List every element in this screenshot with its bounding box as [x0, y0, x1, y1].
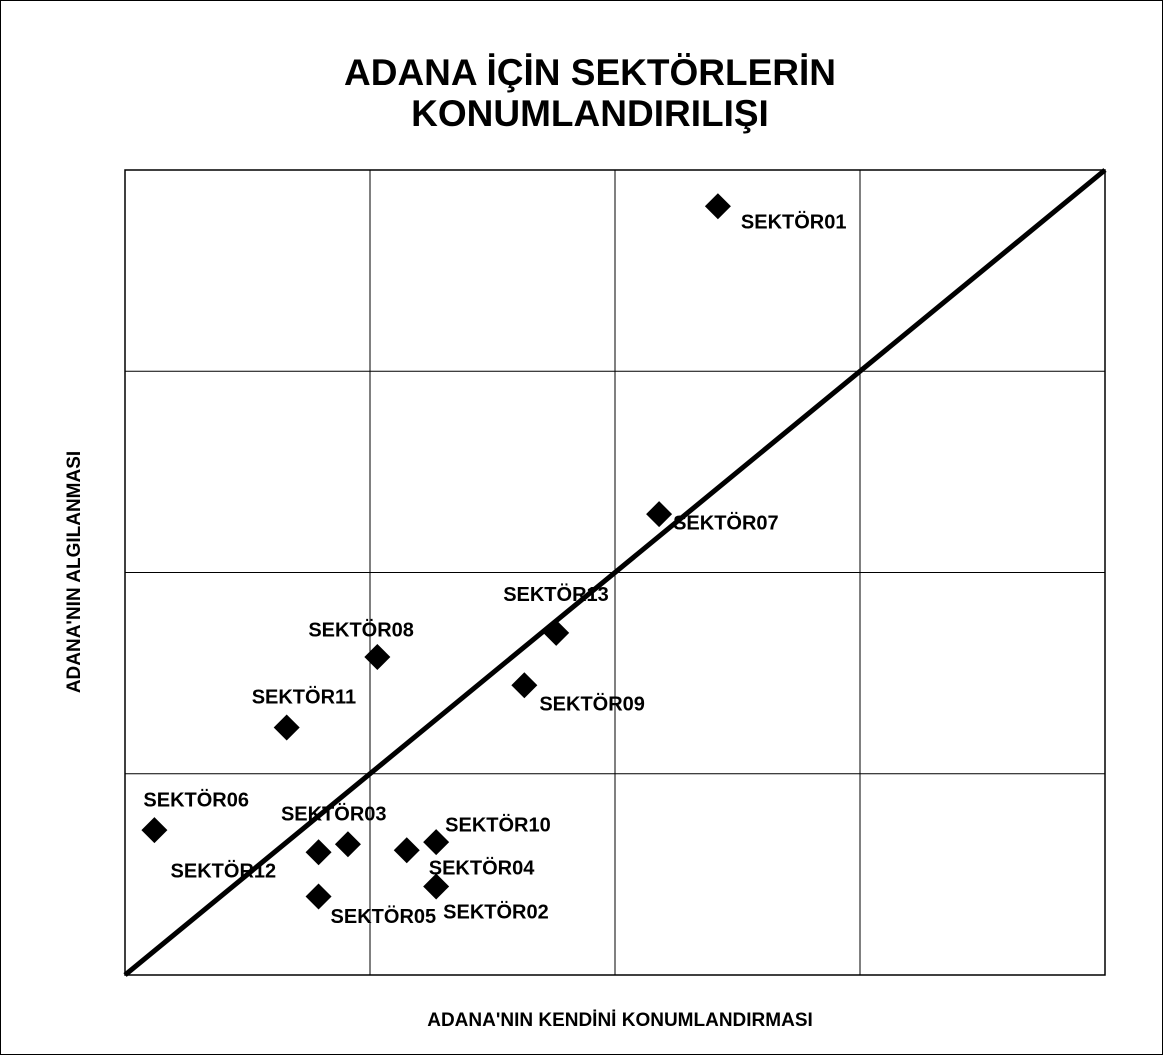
point-label: SEKTÖR04: [429, 857, 535, 880]
x-axis-label: ADANA'NIN KENDİNİ KONUMLANDIRMASI: [427, 1010, 813, 1031]
point-label: SEKTÖR10: [445, 813, 551, 836]
point-label: SEKTÖR09: [539, 692, 645, 715]
point: [423, 829, 450, 856]
point-label: SEKTÖR01: [741, 211, 847, 234]
point-label: SEKTÖR06: [143, 788, 249, 811]
chart-title: ADANA İÇİN SEKTÖRLERİN: [344, 52, 836, 93]
point: [511, 672, 538, 699]
point-label: SEKTÖR12: [171, 860, 277, 883]
point: [334, 831, 361, 858]
point: [141, 817, 168, 844]
point-label: SEKTÖR02: [443, 901, 549, 924]
point: [423, 873, 450, 900]
point: [305, 883, 332, 910]
point-label: SEKTÖR07: [673, 511, 779, 534]
chart-subtitle: KONUMLANDIRILIŞI: [411, 93, 769, 134]
point: [704, 193, 731, 220]
point-label: SEKTÖR11: [252, 686, 356, 709]
point-label: SEKTÖR05: [331, 905, 437, 928]
plot-border: [124, 169, 1106, 976]
point: [364, 644, 391, 671]
point-label: SEKTÖR08: [308, 618, 414, 641]
point: [393, 837, 420, 864]
point: [646, 501, 673, 528]
point: [273, 714, 300, 741]
point: [305, 839, 332, 866]
point-label: SEKTÖR03: [281, 802, 387, 825]
diagonal-line: [123, 168, 1107, 977]
y-axis-label: ADANA'NIN ALGILANMASI: [64, 451, 85, 693]
point-label: SEKTÖR13: [503, 583, 609, 606]
point: [543, 619, 570, 646]
